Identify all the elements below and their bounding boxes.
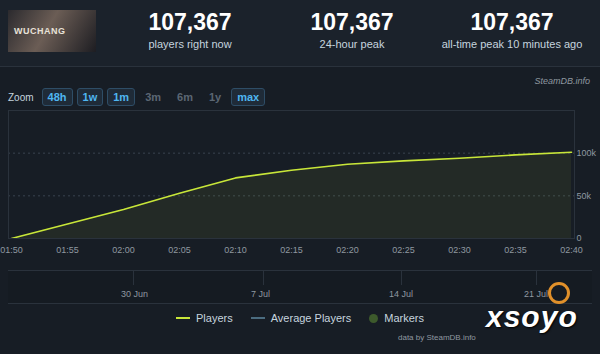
html-text:107,367: 107,367 <box>148 9 232 35</box>
html-text:players right now: players right now <box>148 38 232 50</box>
html-text:max: max <box>237 91 260 103</box>
html-text:WUCHANG: WUCHANG <box>14 26 66 36</box>
svg-text:02:05: 02:05 <box>168 245 191 255</box>
svg-text:0: 0 <box>577 233 582 243</box>
svg-text:02:35: 02:35 <box>504 245 527 255</box>
html-text:24-hour peak: 24-hour peak <box>319 38 385 50</box>
html-text:data by SteamDB.info: data by SteamDB.info <box>398 333 476 342</box>
html-text:Markers: Markers <box>384 312 424 324</box>
html-text:1y: 1y <box>208 91 222 103</box>
html-text:107,367: 107,367 <box>310 9 394 35</box>
html-text:30 Jun: 30 Jun <box>121 289 148 299</box>
html-text:3m: 3m <box>145 91 161 103</box>
svg-text:02:25: 02:25 <box>392 245 415 255</box>
svg-text:02:15: 02:15 <box>280 245 303 255</box>
html-text:6m: 6m <box>177 91 193 103</box>
svg-text:02:10: 02:10 <box>224 245 247 255</box>
svg-text:02:40: 02:40 <box>560 245 583 255</box>
html-text:xsoyo: xsoyo <box>486 300 578 333</box>
svg-text:01:55: 01:55 <box>56 245 79 255</box>
html-text:Average Players: Average Players <box>270 312 352 324</box>
html-text:21 Jul: 21 Jul <box>524 289 548 299</box>
svg-text:01:50: 01:50 <box>0 245 23 255</box>
html-text:7 Jul: 7 Jul <box>251 289 270 299</box>
html-text:Players: Players <box>196 312 233 324</box>
html-text:107,367: 107,367 <box>470 9 554 35</box>
html-text:48h: 48h <box>47 91 67 103</box>
html-text:14 Jul: 14 Jul <box>389 289 413 299</box>
html-text:1w: 1w <box>82 91 98 103</box>
svg-text:02:00: 02:00 <box>112 245 135 255</box>
svg-text:02:20: 02:20 <box>336 245 359 255</box>
html-text:Zoom: Zoom <box>8 91 34 103</box>
svg-text:50k: 50k <box>577 191 592 201</box>
html-text:SteamDB.info: SteamDB.info <box>534 76 590 86</box>
html-text:all-time peak 10 minutes ago: all-time peak 10 minutes ago <box>441 38 583 50</box>
svg-text:100k: 100k <box>577 148 597 158</box>
svg-text:02:30: 02:30 <box>448 245 471 255</box>
html-text:1m: 1m <box>113 91 130 103</box>
